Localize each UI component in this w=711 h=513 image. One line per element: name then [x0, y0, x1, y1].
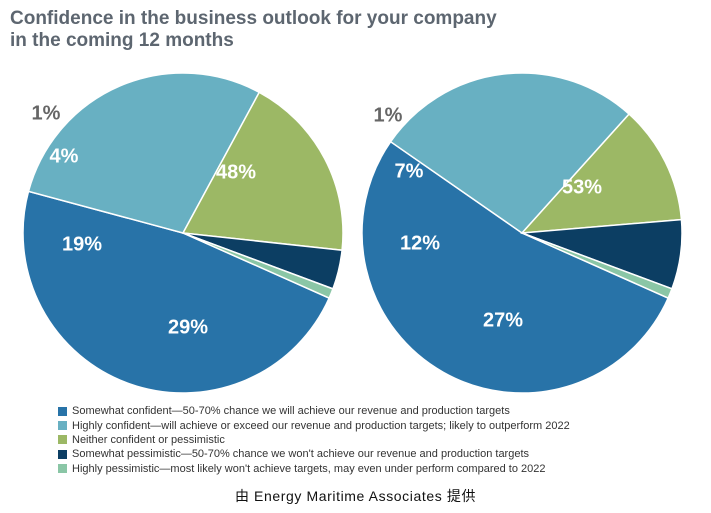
- legend: Somewhat confident—50-70% chance we will…: [58, 404, 698, 476]
- pie-2-label-4: 7%: [395, 160, 424, 182]
- pie-2-label-3: 12%: [400, 232, 440, 254]
- legend-item-1: Somewhat confident—50-70% chance we will…: [58, 404, 698, 418]
- pie-1-label-5: 1%: [32, 102, 61, 124]
- legend-label: Neither confident or pessimistic: [72, 433, 225, 446]
- pie-2-slice-1: [361, 140, 670, 394]
- pie-1-slice-1: [22, 190, 331, 394]
- pie-2-slice-2: [389, 72, 631, 234]
- legend-label: Highly pessimistic—most likely won't ach…: [72, 462, 546, 475]
- pie-1-slice-3: [181, 91, 344, 252]
- pie-1-slice-5: [182, 232, 334, 300]
- chart-title-line-1: Confidence in the business outlook for y…: [10, 8, 497, 29]
- legend-swatch: [58, 421, 67, 431]
- legend-swatch: [58, 406, 67, 416]
- pie-1-label-4: 4%: [50, 145, 79, 167]
- legend-swatch: [58, 449, 67, 459]
- pie-1-label-3: 19%: [62, 233, 102, 255]
- pie-1-label-1: 48%: [216, 161, 256, 183]
- pie-2-label-1: 53%: [562, 176, 602, 198]
- legend-item-4: Somewhat pessimistic—50-70% chance we wo…: [58, 447, 698, 461]
- legend-label: Somewhat pessimistic—50-70% chance we wo…: [72, 448, 530, 461]
- pie-charts: 48% 29% 19% 4% 1% 53% 27% 12% 7% 1%: [22, 72, 683, 394]
- legend-item-2: Highly confident—will achieve or exceed …: [58, 418, 698, 432]
- chart-title-line-2: in the coming 12 months: [10, 30, 234, 51]
- pie-2-slice-5: [521, 232, 673, 300]
- pie-1-slice-2: [27, 72, 261, 234]
- source-credit: 由 Energy Maritime Associates 提供: [234, 488, 477, 504]
- pie-1-label-2: 29%: [168, 316, 208, 338]
- legend-swatch: [58, 435, 67, 445]
- pie-2-slice-3: [520, 113, 683, 234]
- pie-2-label-2: 27%: [483, 309, 523, 331]
- pie-2-label-5: 1%: [374, 104, 403, 126]
- legend-swatch: [58, 464, 67, 474]
- legend-label: Somewhat confident—50-70% chance we will…: [72, 405, 510, 418]
- legend-item-5: Highly pessimistic—most likely won't ach…: [58, 462, 698, 476]
- chart-title: Confidence in the business outlook for y…: [10, 8, 570, 52]
- legend-label: Highly confident—will achieve or exceed …: [72, 419, 570, 432]
- legend-item-3: Neither confident or pessimistic: [58, 433, 698, 447]
